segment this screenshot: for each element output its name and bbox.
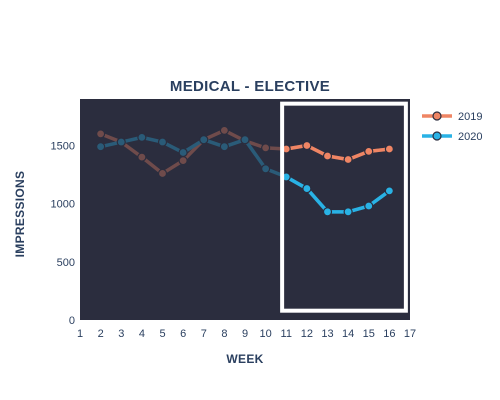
legend-label: 2020 (458, 131, 482, 143)
y-axis-title: IMPRESSIONS (13, 171, 27, 258)
x-tick-label: 1 (77, 328, 83, 340)
data-point-2019 (322, 151, 333, 161)
y-tick-label: 0 (69, 315, 75, 327)
series-layer (96, 125, 394, 217)
data-point-2019-dim (116, 137, 126, 147)
data-point-2020-dim (261, 164, 271, 174)
data-point-2019 (384, 144, 394, 154)
data-point-2019-dim (178, 156, 188, 166)
data-point-2019 (364, 146, 374, 156)
x-tick-label: 13 (321, 328, 333, 340)
y-tick-label: 500 (57, 257, 75, 269)
data-point-2020 (302, 183, 312, 194)
data-point-2020-dim (178, 147, 188, 158)
x-tick-label: 15 (363, 328, 375, 340)
series-line-2019 (282, 143, 390, 162)
x-tick-label: 5 (159, 328, 165, 340)
y-axis: 0 500 1000 1500 (51, 141, 75, 327)
x-tick-label: 4 (139, 328, 145, 340)
legend: 2019 2020 (422, 111, 482, 143)
x-tick-label: 12 (301, 328, 313, 340)
x-tick-label: 8 (221, 328, 227, 340)
data-point-2019 (343, 154, 353, 165)
data-point-2020-dim (219, 142, 229, 152)
highlight-box (280, 101, 408, 313)
data-point-2020 (343, 207, 353, 217)
x-axis-title: WEEK (226, 352, 263, 366)
y-tick-label: 1500 (51, 141, 75, 153)
data-point-2019-dim (199, 135, 209, 145)
data-point-2020-dim (137, 132, 147, 142)
x-tick-label: 17 (404, 328, 416, 340)
legend-marker (432, 111, 442, 121)
data-point-2019-dim (96, 129, 106, 139)
chart-title: MEDICAL - ELECTIVE (170, 78, 330, 95)
highlighted-series (282, 140, 394, 217)
x-tick-label: 9 (242, 328, 248, 340)
x-tick-label: 11 (281, 328, 292, 340)
data-point-2020 (364, 201, 374, 211)
data-point-2020-dim (240, 135, 250, 145)
data-point-2020 (322, 207, 333, 217)
x-tick-label: 16 (383, 328, 395, 340)
data-point-2020 (384, 186, 394, 196)
x-axis: 1 2 3 4 5 6 7 8 9 10 11 12 13 14 15 16 17 (77, 328, 416, 340)
x-tick-label: 3 (118, 328, 124, 340)
legend-item-2020: 2020 (422, 131, 482, 143)
y-tick-label: 1000 (51, 199, 75, 211)
data-point-2020-dim (157, 137, 168, 147)
x-tick-label: 2 (98, 328, 104, 340)
data-point-2019-dim (261, 143, 271, 153)
data-point-2020-dim (96, 142, 106, 152)
legend-marker (432, 131, 442, 141)
legend-item-2019: 2019 (422, 111, 482, 123)
data-point-2020-dim (199, 135, 209, 145)
series-line-2020 (282, 173, 391, 214)
data-point-2020-dim (116, 137, 126, 147)
x-tick-label: 6 (180, 328, 186, 340)
x-tick-label: 7 (201, 328, 207, 340)
legend-label: 2019 (458, 111, 482, 123)
data-point-2019 (302, 140, 312, 151)
data-point-2019-dim (137, 152, 147, 162)
x-tick-label: 10 (260, 328, 272, 340)
data-point-2019-dim (240, 136, 250, 146)
data-point-2019-dim (157, 168, 168, 179)
x-tick-label: 14 (342, 328, 354, 340)
data-point-2019-dim (219, 125, 229, 136)
